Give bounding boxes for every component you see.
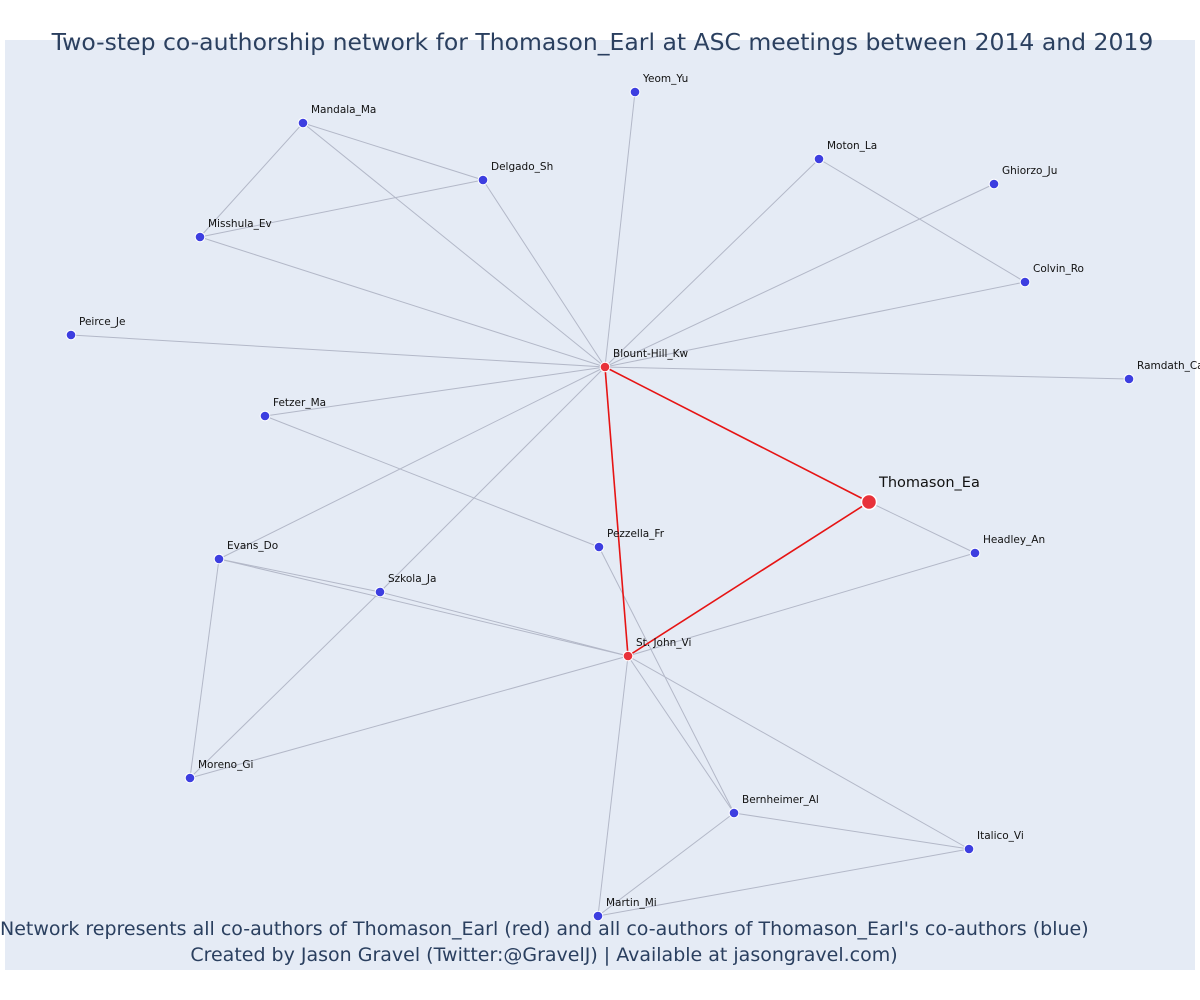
edge-st-john-vi-szkola-ja — [379, 591, 629, 657]
edge-blount-hill-kw-szkola-ja — [379, 366, 606, 593]
edge-fetzer-ma-pezzella-fr — [264, 415, 600, 548]
node-label-mandala-ma: Mandala_Ma — [311, 104, 376, 116]
edges-layer — [70, 91, 1130, 917]
node-misshula-ev[interactable] — [194, 231, 206, 243]
edge-blount-hill-kw-peirce-je — [70, 334, 606, 368]
node-headley-an[interactable] — [969, 547, 981, 559]
node-label-moton-la: Moton_La — [827, 140, 877, 152]
edge-misshula-ev-delgado-sh — [199, 179, 484, 238]
node-peirce-je[interactable] — [65, 329, 77, 341]
nodes-layer — [65, 86, 1135, 922]
edge-blount-hill-kw-mandala-ma — [302, 122, 606, 368]
edge-martin-mi-italico-vi — [597, 848, 970, 917]
edge-bernheimer-al-martin-mi — [597, 812, 735, 917]
node-ghiorzo-ju[interactable] — [988, 178, 1000, 190]
node-bernheimer-al[interactable] — [728, 807, 740, 819]
edge-blount-hill-kw-fetzer-ma — [264, 366, 606, 417]
node-evans-do[interactable] — [213, 553, 225, 565]
node-label-fetzer-ma: Fetzer_Ma — [273, 397, 326, 409]
edge-szkola-ja-moreno-gi — [189, 591, 381, 779]
edge-thomason-ea-blount-hill-kw — [604, 366, 870, 503]
node-label-blount-hill-kw: Blount-Hill_Kw — [613, 348, 689, 360]
node-mandala-ma[interactable] — [297, 117, 309, 129]
node-st-john-vi[interactable] — [622, 650, 634, 662]
caption-line-1: Network represents all co-authors of Tho… — [0, 918, 1089, 940]
node-label-pezzella-fr: Pezzella_Fr — [607, 528, 665, 540]
node-delgado-sh[interactable] — [477, 174, 489, 186]
node-yeom-yu[interactable] — [629, 86, 641, 98]
edge-blount-hill-kw-ghiorzo-ju — [604, 183, 995, 368]
node-moton-la[interactable] — [813, 153, 825, 165]
edge-blount-hill-kw-yeom-yu — [604, 91, 636, 368]
node-label-delgado-sh: Delgado_Sh — [491, 161, 553, 173]
edge-moton-la-colvin-ro — [818, 158, 1026, 283]
node-label-peirce-je: Peirce_Je — [79, 316, 125, 328]
edge-blount-hill-kw-delgado-sh — [482, 179, 606, 368]
node-thomason-ea[interactable] — [860, 493, 878, 511]
node-label-misshula-ev: Misshula_Ev — [208, 218, 272, 230]
plot-area — [5, 40, 1195, 970]
node-label-yeom-yu: Yeom_Yu — [642, 73, 688, 85]
edge-st-john-vi-moreno-gi — [189, 655, 629, 779]
node-szkola-ja[interactable] — [374, 586, 386, 598]
node-ramdath-ca[interactable] — [1123, 373, 1135, 385]
edge-blount-hill-kw-ramdath-ca — [604, 366, 1130, 380]
node-pezzella-fr[interactable] — [593, 541, 605, 553]
edge-evans-do-szkola-ja — [218, 558, 381, 593]
edge-pezzella-fr-bernheimer-al — [598, 546, 735, 814]
edge-blount-hill-kw-colvin-ro — [604, 281, 1026, 368]
labels-layer: Thomason_Ea Blount-Hill_Kw St. John_Vi Yeom… — [79, 73, 1200, 909]
edge-blount-hill-kw-evans-do — [218, 366, 606, 560]
node-label-st-john-vi: St. John_Vi — [636, 637, 691, 649]
node-label-headley-an: Headley_An — [983, 534, 1045, 546]
edge-bernheimer-al-italico-vi — [733, 812, 970, 850]
edge-blount-hill-kw-st-john-vi — [604, 366, 629, 657]
edge-st-john-vi-evans-do — [218, 558, 629, 657]
chart-title: Two-step co-authorship network for Thoma… — [51, 28, 1154, 56]
edge-thomason-ea-headley-an — [868, 501, 976, 554]
edge-st-john-vi-headley-an — [627, 552, 976, 657]
edge-st-john-vi-bernheimer-al — [627, 655, 735, 814]
node-fetzer-ma[interactable] — [259, 410, 271, 422]
edge-st-john-vi-italico-vi — [627, 655, 970, 850]
edge-thomason-ea-st-john-vi — [627, 501, 870, 657]
edge-evans-do-moreno-gi — [189, 558, 220, 779]
node-label-ghiorzo-ju: Ghiorzo_Ju — [1002, 165, 1057, 177]
node-blount-hill-kw[interactable] — [599, 361, 611, 373]
node-label-bernheimer-al: Bernheimer_Al — [742, 794, 819, 806]
node-label-thomason-ea: Thomason_Ea — [878, 475, 980, 491]
node-colvin-ro[interactable] — [1019, 276, 1031, 288]
node-label-martin-mi: Martin_Mi — [606, 897, 657, 909]
node-martin-mi[interactable] — [592, 910, 604, 922]
node-italico-vi[interactable] — [963, 843, 975, 855]
node-label-colvin-ro: Colvin_Ro — [1033, 263, 1084, 275]
node-label-moreno-gi: Moreno_Gi — [198, 759, 253, 771]
node-label-ramdath-ca: Ramdath_Ca — [1137, 360, 1200, 372]
caption-line-2: Created by Jason Gravel (Twitter:@Gravel… — [190, 944, 898, 966]
node-label-szkola-ja: Szkola_Ja — [388, 573, 436, 585]
edge-mandala-ma-misshula-ev — [199, 122, 304, 238]
node-moreno-gi[interactable] — [184, 772, 196, 784]
node-label-evans-do: Evans_Do — [227, 540, 278, 552]
edge-mandala-ma-delgado-sh — [302, 122, 484, 181]
edge-blount-hill-kw-moton-la — [604, 158, 820, 368]
edge-st-john-vi-martin-mi — [597, 655, 629, 917]
edge-blount-hill-kw-misshula-ev — [199, 236, 606, 368]
node-label-italico-vi: Italico_Vi — [977, 830, 1024, 842]
